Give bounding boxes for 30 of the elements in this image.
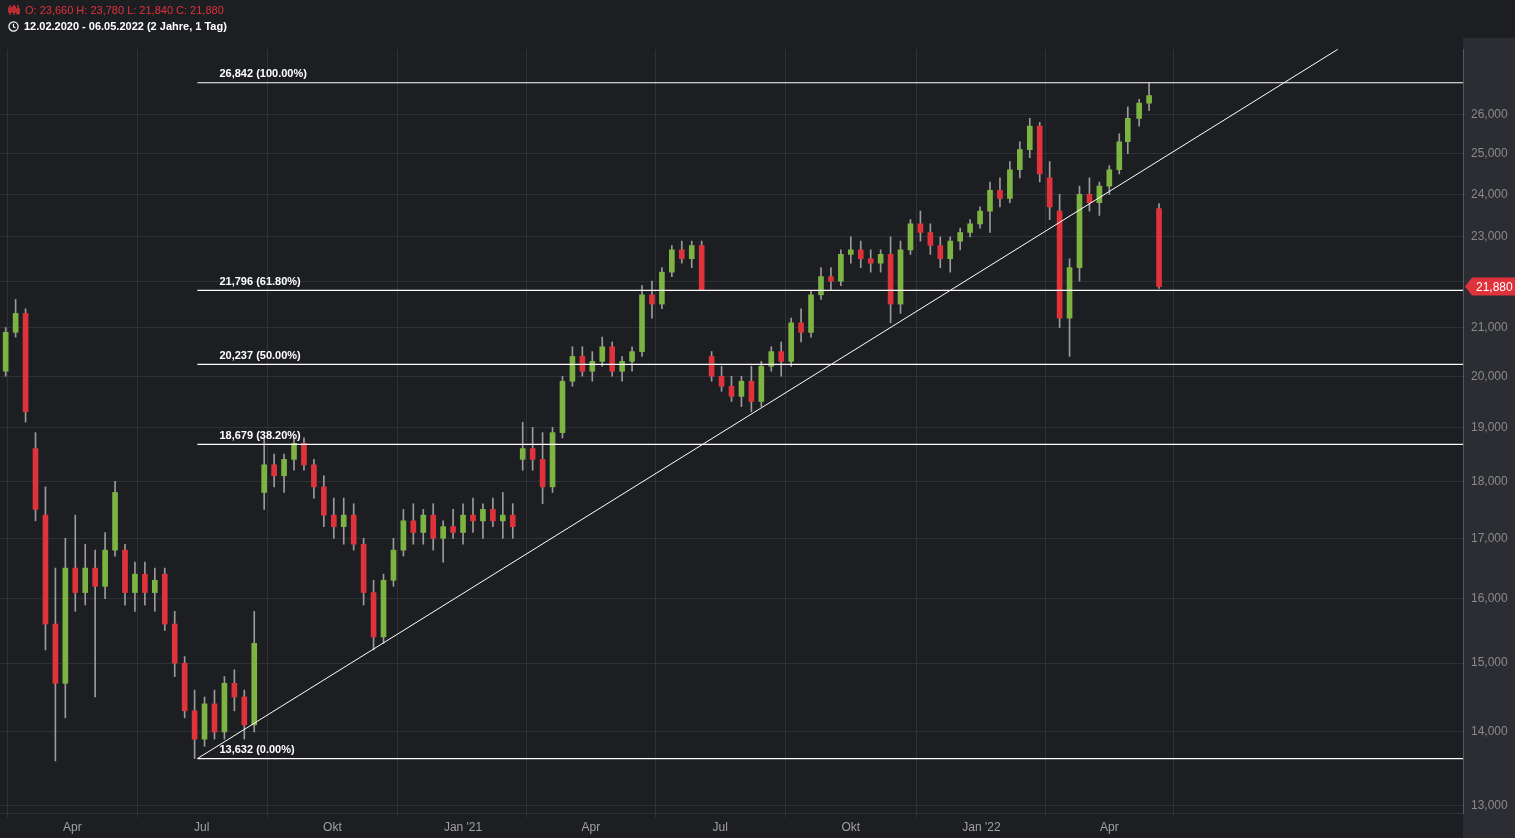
chart-title: O: 23,660 H: 23,780 L: 21,840 C: 21,880 (25, 3, 224, 18)
x-tick-label: Okt (323, 820, 343, 835)
y-tick-label: 24,000 (1471, 186, 1509, 201)
x-tick-label: Jan '22 (962, 820, 1001, 835)
y-tick-label: 16,000 (1471, 591, 1509, 606)
ref-line-label: 18,679 (38.20%) (219, 428, 302, 441)
y-tick-label: 23,000 (1471, 229, 1509, 244)
ref-line-label: 13,632 (0.00%) (219, 743, 295, 756)
y-tick-label: 20,000 (1471, 368, 1509, 383)
y-tick-label: 26,000 (1471, 106, 1509, 121)
x-tick-label: Apr (1099, 820, 1119, 835)
ref-line-label: 26,842 (100.00%) (219, 67, 308, 80)
y-tick-label: 13,000 (1471, 798, 1509, 813)
y-tick-label: 14,000 (1471, 724, 1509, 739)
x-tick-label: Jan '21 (443, 820, 483, 835)
y-tick-label: 18,000 (1471, 473, 1509, 488)
y-tick-label: 21,000 (1471, 319, 1509, 334)
x-tick-label: Jul (194, 820, 210, 835)
y-tick-label: 17,000 (1471, 530, 1509, 545)
x-tick-label: Apr (581, 820, 601, 835)
text: 21,880 (1476, 279, 1514, 294)
y-tick-label: 15,000 (1471, 655, 1509, 670)
ref-line-label: 20,237 (50.00%) (219, 349, 302, 361)
ref-line-label: 21,796 (61.80%) (219, 274, 302, 287)
x-tick-label: Okt (841, 820, 861, 835)
x-tick-label: Apr (63, 820, 82, 835)
chart-subtitle: 12.02.2020 - 06.05.2022 (2 Jahre, 1 Tag) (24, 19, 227, 34)
x-tick-label: Jul (712, 820, 728, 835)
y-tick-label: 25,000 (1471, 145, 1509, 160)
y-tick-label: 19,000 (1471, 419, 1509, 434)
